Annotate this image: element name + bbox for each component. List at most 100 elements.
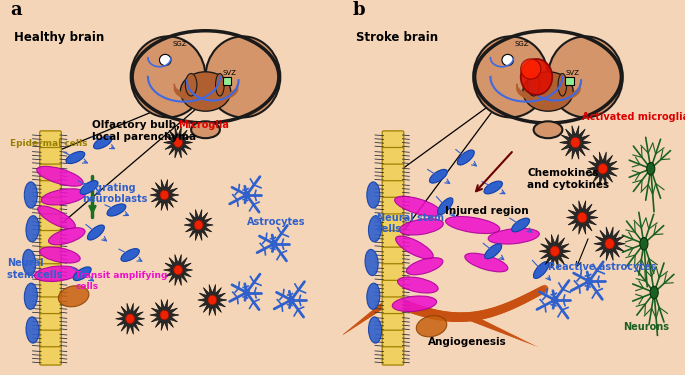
- Ellipse shape: [40, 247, 80, 263]
- Ellipse shape: [26, 216, 39, 242]
- Ellipse shape: [288, 297, 295, 303]
- Ellipse shape: [208, 295, 216, 305]
- Polygon shape: [566, 201, 598, 234]
- FancyBboxPatch shape: [565, 77, 574, 85]
- Ellipse shape: [25, 182, 37, 208]
- FancyBboxPatch shape: [382, 231, 404, 249]
- Ellipse shape: [558, 74, 566, 96]
- FancyBboxPatch shape: [382, 181, 404, 199]
- Polygon shape: [560, 126, 591, 159]
- Ellipse shape: [160, 190, 169, 200]
- FancyBboxPatch shape: [40, 197, 62, 216]
- Ellipse shape: [551, 296, 558, 304]
- Ellipse shape: [369, 216, 382, 242]
- Ellipse shape: [458, 150, 474, 165]
- Text: Angiogenesis: Angiogenesis: [428, 337, 507, 347]
- Polygon shape: [184, 210, 213, 240]
- FancyBboxPatch shape: [40, 231, 62, 249]
- Ellipse shape: [395, 196, 441, 216]
- Ellipse shape: [271, 240, 277, 247]
- Ellipse shape: [73, 267, 91, 280]
- Polygon shape: [164, 127, 192, 158]
- FancyBboxPatch shape: [382, 330, 404, 348]
- Ellipse shape: [465, 253, 508, 272]
- Ellipse shape: [107, 204, 126, 216]
- Ellipse shape: [550, 246, 560, 256]
- Ellipse shape: [571, 137, 580, 148]
- Polygon shape: [116, 303, 145, 334]
- Ellipse shape: [521, 59, 552, 95]
- Text: Reactive astrocytes: Reactive astrocytes: [548, 262, 656, 272]
- FancyBboxPatch shape: [40, 280, 62, 298]
- Ellipse shape: [191, 122, 220, 138]
- Ellipse shape: [174, 138, 182, 147]
- FancyBboxPatch shape: [40, 214, 62, 232]
- Ellipse shape: [367, 182, 379, 208]
- Text: Chemokines
and cytokines: Chemokines and cytokines: [527, 168, 610, 189]
- Ellipse shape: [369, 317, 382, 343]
- FancyBboxPatch shape: [40, 131, 62, 149]
- Ellipse shape: [58, 286, 89, 307]
- Ellipse shape: [186, 74, 197, 96]
- FancyBboxPatch shape: [382, 197, 404, 216]
- Ellipse shape: [548, 36, 623, 117]
- Text: Migrating
neuroblasts: Migrating neuroblasts: [82, 183, 147, 204]
- FancyBboxPatch shape: [40, 164, 62, 182]
- Text: Stroke brain: Stroke brain: [356, 31, 438, 44]
- Ellipse shape: [598, 164, 608, 174]
- Polygon shape: [150, 180, 179, 210]
- Ellipse shape: [243, 289, 250, 296]
- Ellipse shape: [484, 181, 502, 194]
- Ellipse shape: [160, 54, 171, 66]
- FancyBboxPatch shape: [40, 247, 62, 266]
- Text: Olfactory bulb,
local parenchyma: Olfactory bulb, local parenchyma: [92, 120, 197, 142]
- FancyBboxPatch shape: [40, 330, 62, 348]
- Ellipse shape: [80, 181, 98, 194]
- FancyBboxPatch shape: [40, 264, 62, 282]
- Ellipse shape: [397, 277, 438, 293]
- Ellipse shape: [521, 59, 541, 79]
- Ellipse shape: [126, 314, 134, 324]
- Ellipse shape: [416, 316, 447, 337]
- Ellipse shape: [586, 278, 593, 285]
- Ellipse shape: [502, 54, 514, 66]
- FancyBboxPatch shape: [382, 247, 404, 266]
- Ellipse shape: [445, 216, 500, 234]
- Ellipse shape: [640, 237, 648, 250]
- FancyBboxPatch shape: [382, 164, 404, 182]
- Ellipse shape: [180, 72, 231, 111]
- Polygon shape: [539, 234, 571, 268]
- Ellipse shape: [24, 283, 38, 309]
- Text: SVZ: SVZ: [565, 70, 580, 76]
- Ellipse shape: [37, 166, 83, 186]
- Ellipse shape: [38, 206, 75, 229]
- Polygon shape: [594, 227, 625, 261]
- Ellipse shape: [393, 296, 436, 312]
- Ellipse shape: [121, 249, 139, 261]
- Ellipse shape: [41, 189, 86, 205]
- Ellipse shape: [195, 220, 203, 230]
- Ellipse shape: [534, 261, 549, 279]
- Text: SVZ: SVZ: [223, 70, 237, 76]
- FancyBboxPatch shape: [382, 297, 404, 315]
- Ellipse shape: [485, 244, 501, 259]
- FancyBboxPatch shape: [40, 147, 62, 166]
- Polygon shape: [164, 255, 192, 285]
- Ellipse shape: [399, 219, 443, 235]
- Ellipse shape: [438, 198, 453, 215]
- Ellipse shape: [243, 192, 250, 198]
- Ellipse shape: [34, 266, 79, 282]
- FancyBboxPatch shape: [40, 181, 62, 199]
- Polygon shape: [150, 300, 179, 330]
- Ellipse shape: [174, 265, 182, 275]
- Ellipse shape: [647, 162, 655, 175]
- Text: Epidermal cells: Epidermal cells: [10, 139, 88, 148]
- Ellipse shape: [577, 212, 587, 223]
- FancyBboxPatch shape: [40, 297, 62, 315]
- Ellipse shape: [512, 218, 530, 232]
- Text: Transit amplifying
cells: Transit amplifying cells: [75, 272, 168, 291]
- FancyBboxPatch shape: [382, 280, 404, 298]
- Ellipse shape: [23, 249, 36, 276]
- Text: Activated microglia: Activated microglia: [582, 112, 685, 122]
- FancyBboxPatch shape: [40, 347, 62, 365]
